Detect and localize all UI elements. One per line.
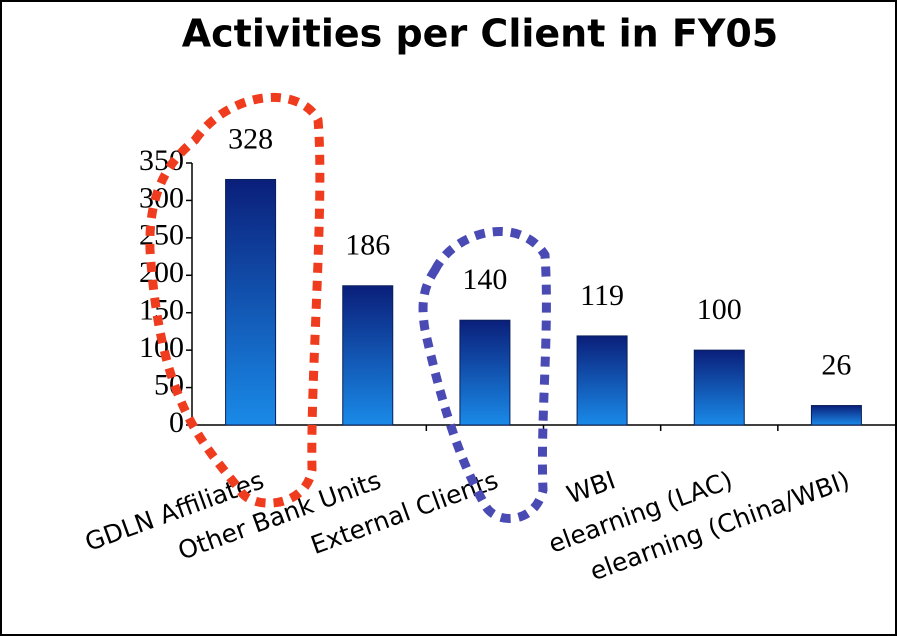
value-label: 119 [580, 279, 624, 312]
bar [810, 405, 862, 426]
y-tick-label: 300 [139, 181, 184, 214]
blue-highlight [418, 227, 551, 523]
chart-title: Activities per Client in FY05 [182, 12, 779, 56]
value-label: 140 [462, 263, 507, 296]
bar [576, 335, 628, 426]
value-label: 100 [697, 293, 742, 326]
value-label: 186 [345, 229, 390, 262]
y-tick-label: 350 [139, 144, 184, 177]
bar [459, 319, 511, 426]
y-tick-label: 0 [169, 406, 184, 439]
value-label: 26 [821, 348, 851, 381]
value-label: 328 [228, 122, 273, 155]
bar [693, 349, 745, 426]
red-highlight [145, 92, 325, 508]
bar [342, 285, 394, 426]
y-tick-label: 200 [139, 256, 184, 289]
bar [225, 178, 277, 426]
